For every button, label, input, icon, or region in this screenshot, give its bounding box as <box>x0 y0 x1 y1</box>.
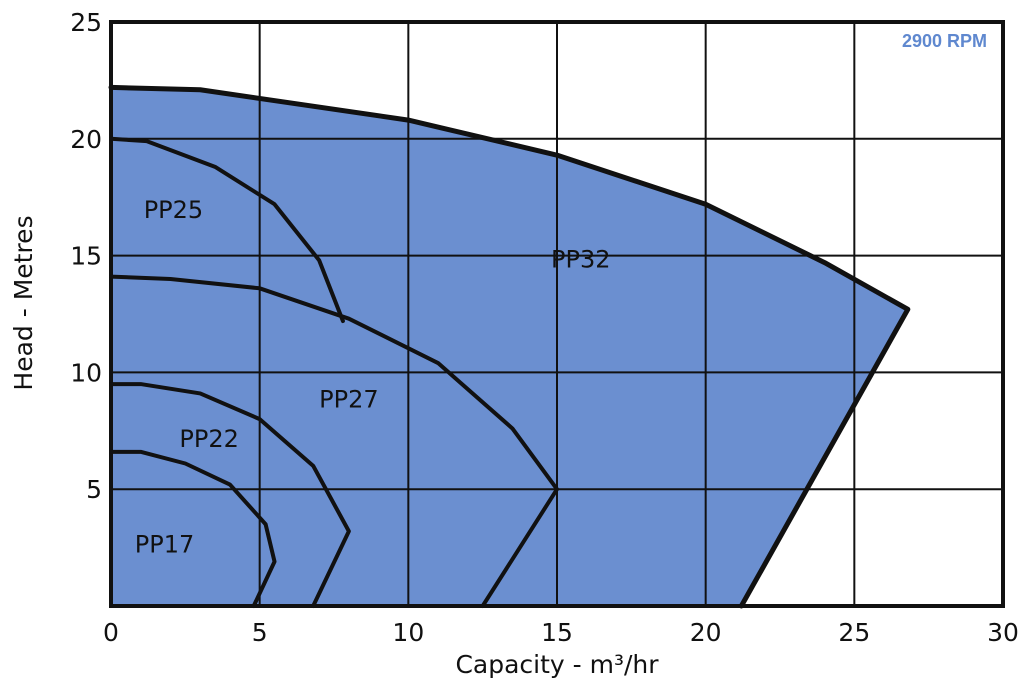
x-tick-label: 30 <box>987 618 1019 647</box>
y-tick-label: 15 <box>70 242 102 271</box>
x-tick-label: 5 <box>252 618 268 647</box>
y-tick-label: 20 <box>70 125 102 154</box>
curve-pp17 <box>109 449 277 608</box>
region-label-pp32: PP32 <box>551 245 610 273</box>
y-axis-title: Head - Metres <box>9 215 38 390</box>
y-tick-label: 5 <box>86 475 102 504</box>
curve-pp22 <box>109 382 351 608</box>
curve-pp25 <box>109 136 345 324</box>
region-label-pp17: PP17 <box>135 530 194 558</box>
curve-pp32 <box>108 84 911 609</box>
coverage-area <box>111 87 908 606</box>
curve-pp27 <box>109 274 559 608</box>
x-tick-label: 20 <box>690 618 722 647</box>
region-label-pp22: PP22 <box>179 425 238 453</box>
region-label-pp27: PP27 <box>319 385 378 413</box>
curve-layer <box>108 84 911 609</box>
y-tick-label: 10 <box>70 358 102 387</box>
y-tick-label: 25 <box>70 8 102 37</box>
label-layer: PP32 PP25 PP27 PP22 PP17 <box>135 196 611 558</box>
region-label-pp25: PP25 <box>144 196 203 224</box>
x-tick-label: 25 <box>838 618 870 647</box>
speed-label: 2900 RPM <box>902 31 987 51</box>
x-axis-title: Capacity - m³/hr <box>455 650 659 679</box>
x-tick-label: 10 <box>392 618 424 647</box>
plot-frame <box>109 20 1005 608</box>
x-tick-label: 15 <box>541 618 573 647</box>
fill-layer <box>111 87 908 606</box>
tick-layer: 0 5 10 15 20 25 30 5 10 15 20 25 <box>70 8 1019 647</box>
x-tick-label: 0 <box>103 618 119 647</box>
